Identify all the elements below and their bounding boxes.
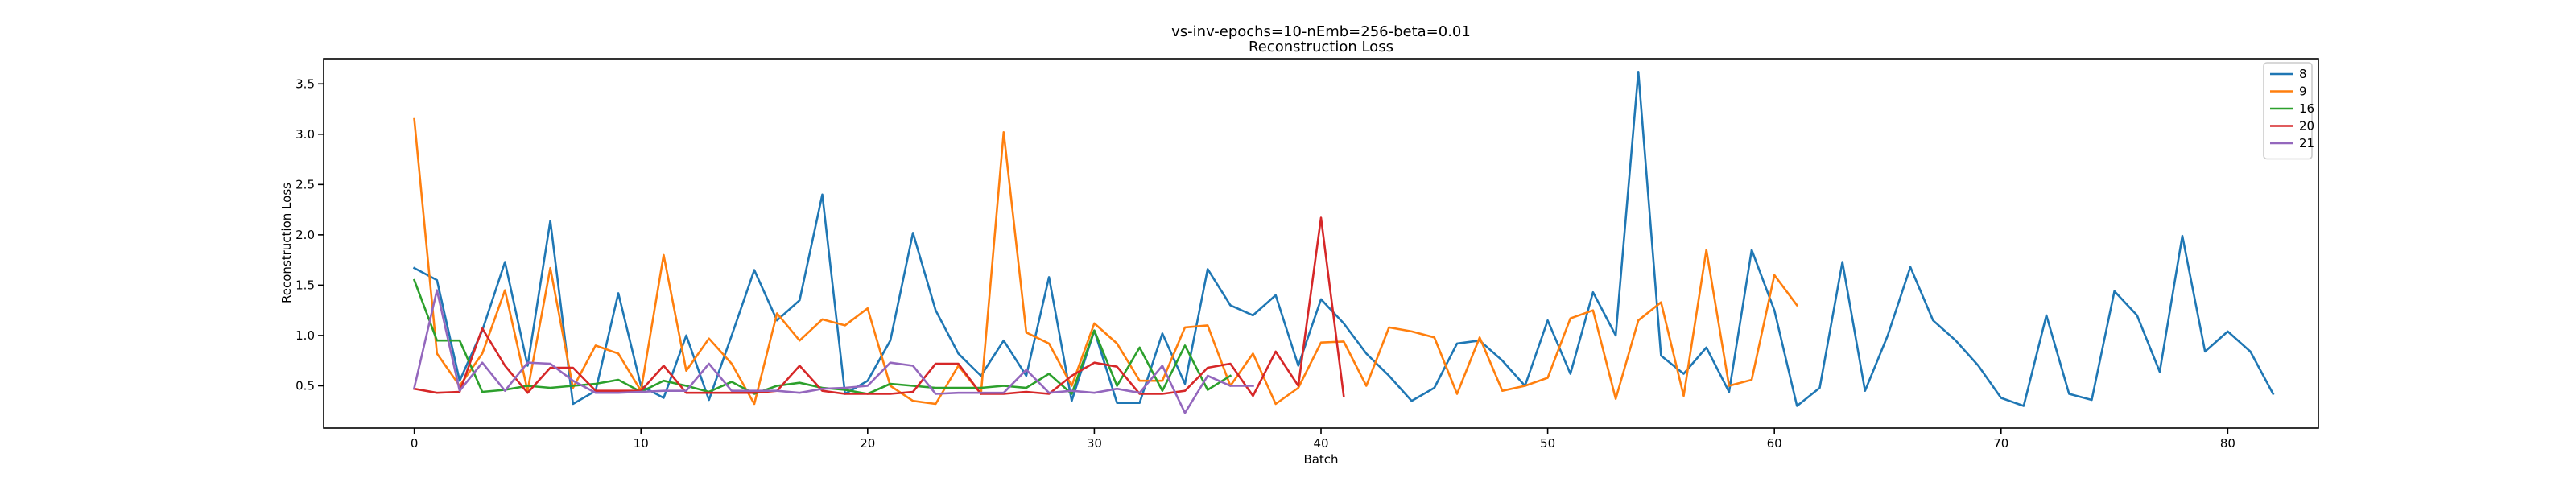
y-tick-label: 2.5 [295,177,315,192]
series-line-8 [412,71,2275,407]
x-tick-label: 20 [860,436,875,451]
y-tick-label: 3.0 [295,127,315,142]
x-tick-label: 70 [1993,436,2008,451]
x-tick-label: 80 [2220,436,2235,451]
y-tick-label: 0.5 [295,378,315,393]
series-line-9 [413,117,1799,406]
legend-label-16: 16 [2299,101,2314,116]
axes: 0 10 20 30 40 50 60 70 80 0.5 1.0 1.5 2.0 2.5 3.0 3.5 [295,58,2319,451]
series-line-21 [413,289,1254,414]
x-tick-label: 40 [1313,436,1328,451]
x-tick-label: 0 [411,436,419,451]
legend-box [2263,62,2313,160]
legend-label-9: 9 [2299,84,2307,99]
x-tick-label: 30 [1087,436,1102,451]
x-tick-label: 50 [1540,436,1555,451]
y-tick-label: 1.5 [295,278,315,292]
plot-area-frame [323,58,2319,429]
y-axis-label: Reconstruction Loss [279,183,294,303]
chart-subtitle: Reconstruction Loss [1249,39,1393,56]
y-tick-label: 2.0 [295,228,315,242]
series-line-20 [413,216,1345,397]
series-layer [412,71,2275,414]
y-tick-label: 3.5 [295,76,315,91]
legend: 8 9 16 20 21 [2263,62,2314,160]
x-tick-label: 10 [634,436,649,451]
legend-label-20: 20 [2299,119,2314,134]
chart-title: vs-inv-epochs=10-nEmb=256-beta=0.01 [1171,23,1471,40]
x-tick-label: 60 [1767,436,1782,451]
legend-label-8: 8 [2299,67,2307,81]
y-tick-label: 1.0 [295,328,315,343]
x-axis-label: Batch [1303,452,1338,467]
legend-label-21: 21 [2299,136,2314,150]
